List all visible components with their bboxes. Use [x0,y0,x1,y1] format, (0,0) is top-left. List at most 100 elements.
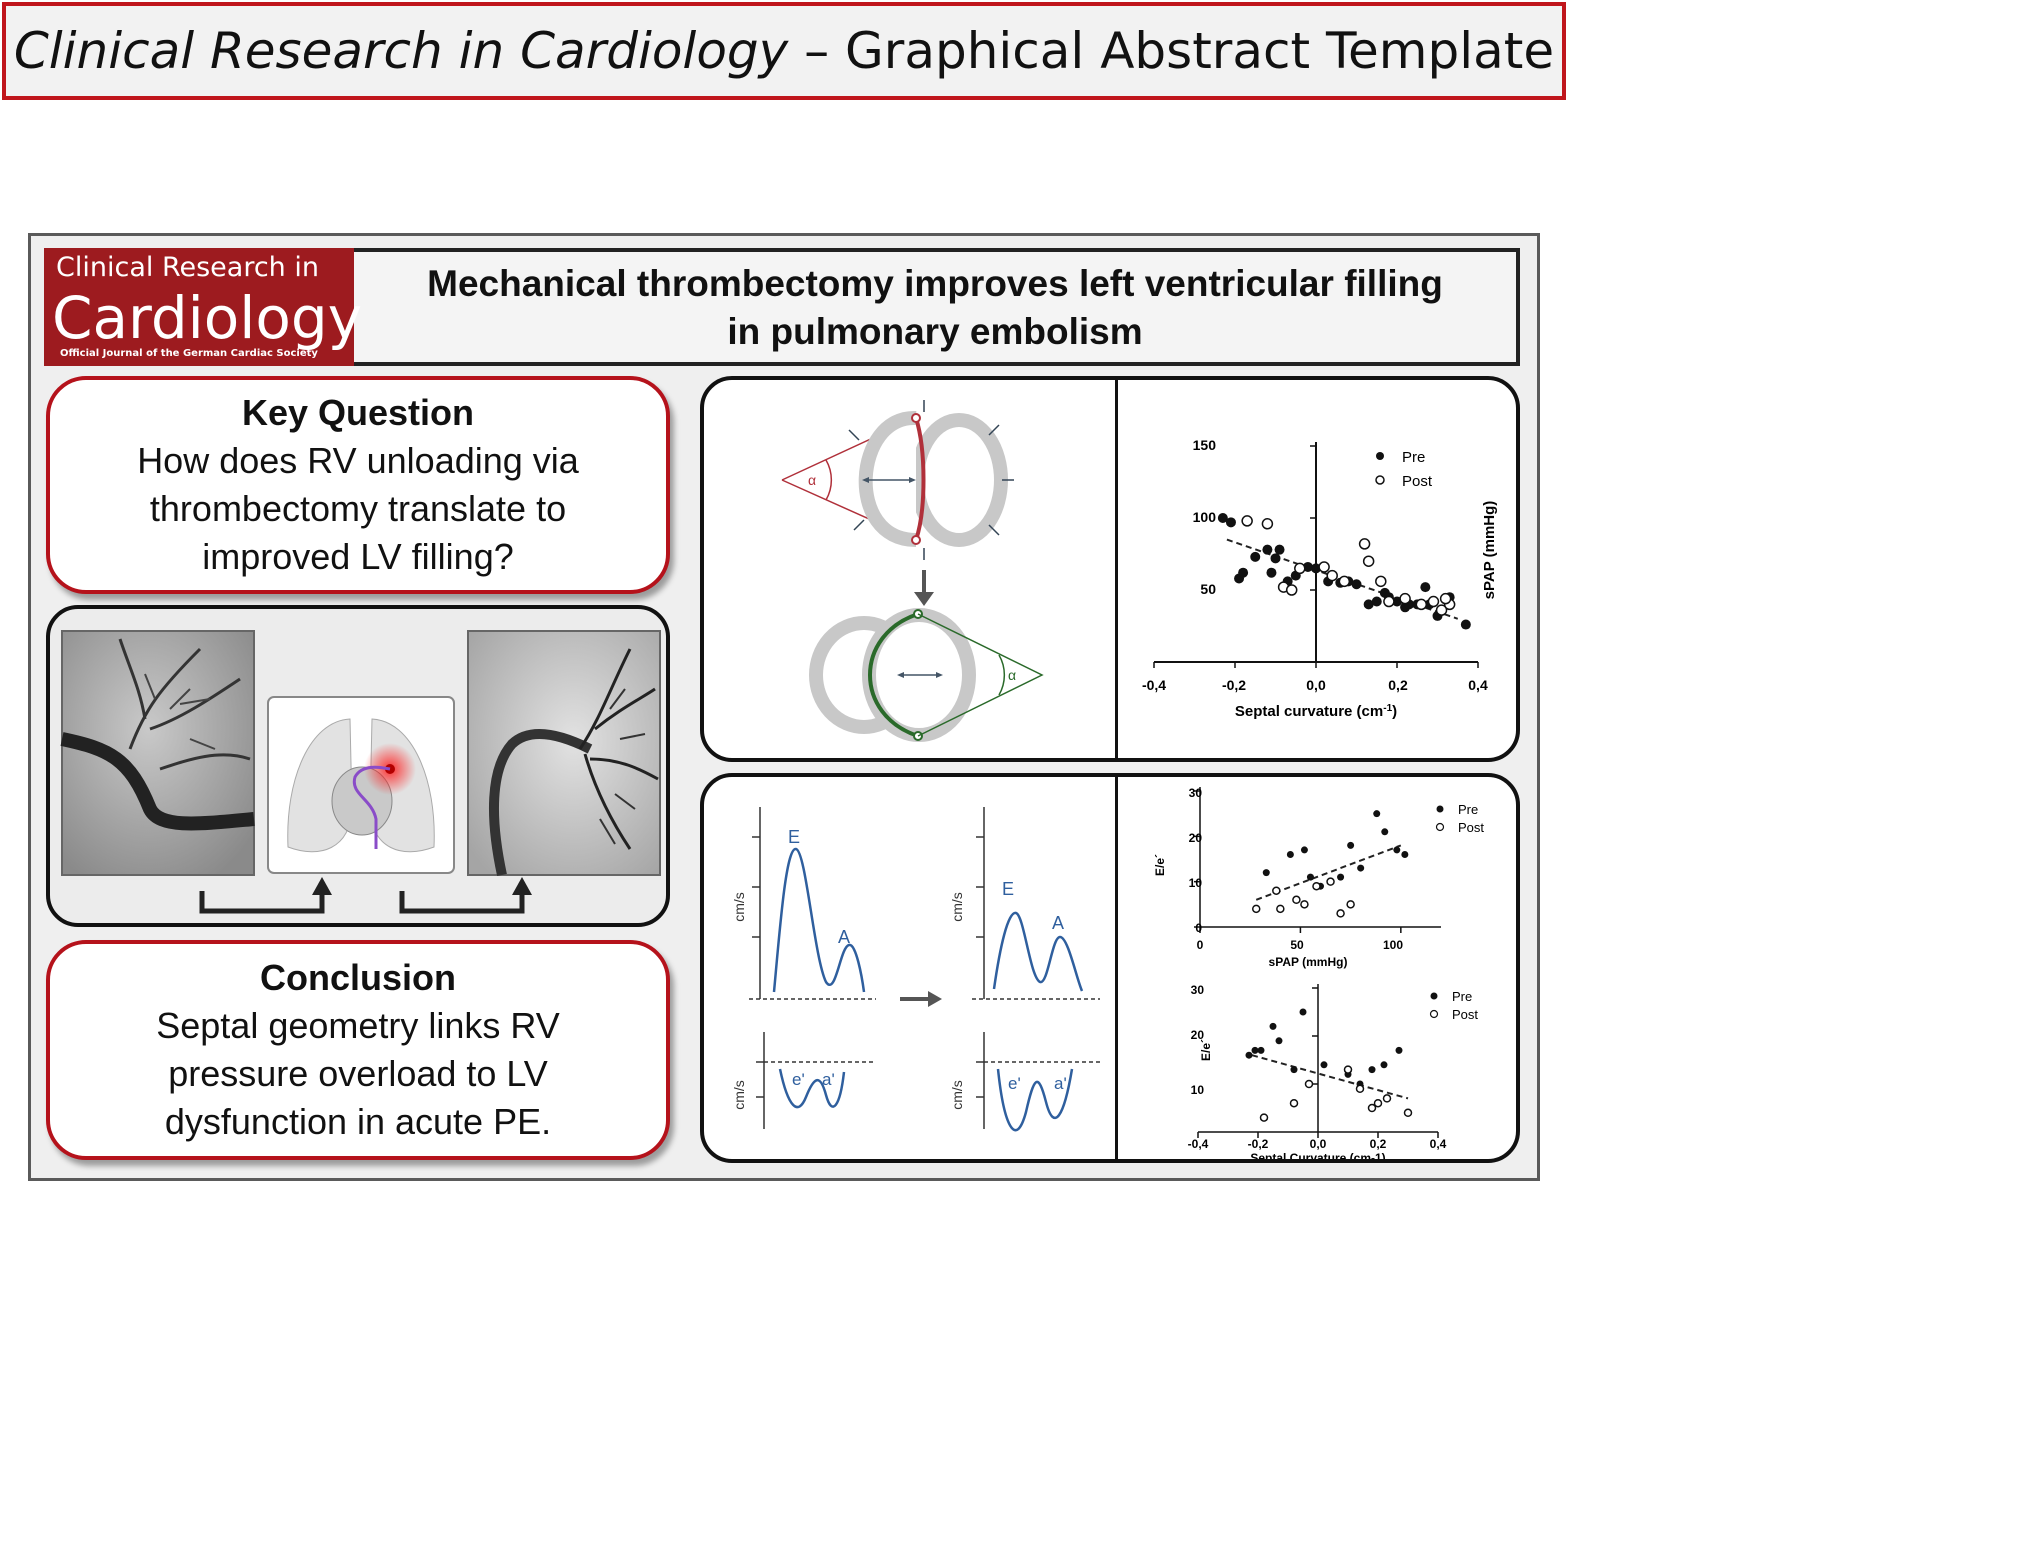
s2-ytick-20: 20 [1189,831,1203,845]
pre-A-label: A [838,927,850,947]
s3-pre-point-1 [1251,1046,1259,1054]
pre-inflow-ylabel: cm/s [731,892,747,922]
s1-pre-point-17 [1363,599,1374,610]
s2-ylabel: E/e´ [1153,854,1167,876]
main-title-line2: in pulmonary embolism [727,311,1143,352]
key-question-line1: How does RV unloading via [137,440,579,481]
s3-post-point-5 [1367,1103,1377,1113]
s2-legend-post: Post [1458,820,1484,835]
s1-legend-pre-marker [1376,452,1384,460]
conclusion-line2: pressure overload to LV [168,1053,548,1094]
s2-pre-point-10 [1393,846,1401,854]
s1-post-point-3 [1285,584,1298,596]
pre-angiogram [60,630,255,876]
main-title: Mechanical thrombectomy improves left ve… [360,258,1510,358]
s2-legend-pre-marker [1436,805,1444,813]
s3-legend-post: Post [1452,1007,1478,1022]
s1-ytick-100: 100 [1193,509,1217,525]
s2-pre-point-11 [1401,850,1409,858]
conclusion-line3: dysfunction in acute PE. [164,1101,552,1142]
s3-xtick-0: -0,4 [1188,1137,1209,1151]
s3-xtick-1: -0,2 [1248,1137,1269,1151]
s2-pre-point-8 [1373,810,1381,818]
s3-ytick-10: 10 [1191,1083,1205,1097]
s1-plot [1153,442,1479,668]
pre-a-prime-label: a' [822,1070,835,1089]
pre-tissue-ylabel: cm/s [731,1080,747,1110]
template-title: Clinical Research in Cardiology – Graphi… [14,22,1554,80]
post-alpha-label: α [1008,667,1016,683]
s1-post-point-0 [1241,515,1253,527]
s2-pre-point-5 [1337,873,1345,881]
s2-xtick-0: 0 [1197,938,1204,952]
s3-legend-pre-marker [1430,992,1438,1000]
s2-pre-point-0 [1262,869,1270,877]
s1-post-point-15 [1435,604,1448,616]
s2-xlabel: sPAP (mmHg) [1269,955,1348,969]
s3-plot [1197,984,1439,1138]
template-subtitle: – Graphical Abstract Template [788,22,1555,80]
s3-pre-point-11 [1380,1061,1388,1069]
s1-ylabel: sPAP (mmHg) [1481,501,1498,600]
logo-line2: Cardiology [52,284,363,352]
s1-post-point-6 [1326,569,1338,582]
scatter-sPAP-vs-septal-curvature: 150 100 50 -0,4 -0,2 0,0 0,2 0,4 Septal … [1142,437,1498,721]
septal-geometry-diagram: α α [781,400,1044,742]
s2-post-point-5 [1312,881,1321,891]
post-septum-diagram: α [809,608,1044,742]
s1-post-point-12 [1399,592,1411,605]
doppler-illustration: E A cm/s e' a' cm/s E A cm/s e' a' cm [731,807,1100,1132]
lv-filling-panel: E A cm/s e' a' cm/s E A cm/s e' a' cm [700,773,1520,1163]
s3-ylabel: E/e´ [1199,1039,1213,1061]
s2-legend-pre: Pre [1458,802,1478,817]
s3-ytick-20: 20 [1191,1028,1205,1042]
s1-xtick-2: 0,0 [1306,677,1326,693]
s1-pre-point-3 [1238,567,1249,578]
s1-ytick-150: 150 [1193,437,1217,453]
s3-xtick-4: 0,4 [1430,1137,1447,1151]
s3-xlabel: Septal Curvature (cm-1) [1250,1151,1385,1159]
s3-legend-pre: Pre [1452,989,1472,1004]
template-header: Clinical Research in Cardiology – Graphi… [2,2,1566,100]
s1-post-point-17 [1439,592,1452,605]
s2-ytick-30: 30 [1189,786,1203,800]
s3-ytick-30: 30 [1191,983,1205,997]
s1-pre-point-8 [1266,567,1277,578]
angiography-illustration [60,630,661,914]
s3-post-point-4 [1355,1084,1365,1094]
s2-legend-post-marker [1435,822,1445,832]
s2-post-point-1 [1272,886,1281,895]
s2-pre-point-2 [1300,846,1308,854]
post-tissue-ylabel: cm/s [949,1080,965,1110]
s1-xtick-0: -0,4 [1142,677,1166,693]
s2-pre-point-6 [1347,841,1355,849]
s1-xtick-4: 0,4 [1468,677,1488,693]
s3-pre-point-6 [1299,1008,1307,1016]
s1-post-point-11 [1383,595,1395,608]
s1-post-point-13 [1415,598,1428,611]
s3-post-point-6 [1373,1098,1383,1108]
key-question-heading: Key Question [241,392,475,433]
post-tissue-doppler-wave [996,1068,1074,1132]
s1-xlabel: Septal curvature (cm-1) [1235,703,1397,721]
s1-pre-point-1 [1225,517,1236,528]
s3-pre-point-0 [1245,1051,1253,1059]
s1-pre-point-16 [1351,579,1362,590]
s3-trend-line [1251,1054,1409,1100]
s3-pre-point-2 [1257,1046,1265,1054]
conclusion-line1: Septal geometry links RV [156,1005,560,1046]
panel-divider [1115,380,1118,758]
conclusion-box: Conclusion Septal geometry links RV pres… [46,940,670,1160]
s1-legend-post-marker [1375,475,1385,485]
doppler-transition-arrow [900,991,942,1007]
s2-post-point-4 [1300,900,1309,909]
s2-pre-point-7 [1357,864,1365,872]
s1-post-point-9 [1362,555,1375,567]
s3-legend-post-marker [1429,1009,1439,1019]
scatter-Ee-vs-septal-curvature: 10 20 30 -0,4 -0,2 0,0 0,2 0,4 Septal Cu… [1188,983,1479,1159]
s1-xtick-3: 0,2 [1388,677,1408,693]
s1-pre-point-6 [1270,553,1281,564]
s2-pre-point-9 [1381,828,1389,836]
s2-plot [1194,787,1441,933]
s1-xtick-1: -0,2 [1222,677,1246,693]
